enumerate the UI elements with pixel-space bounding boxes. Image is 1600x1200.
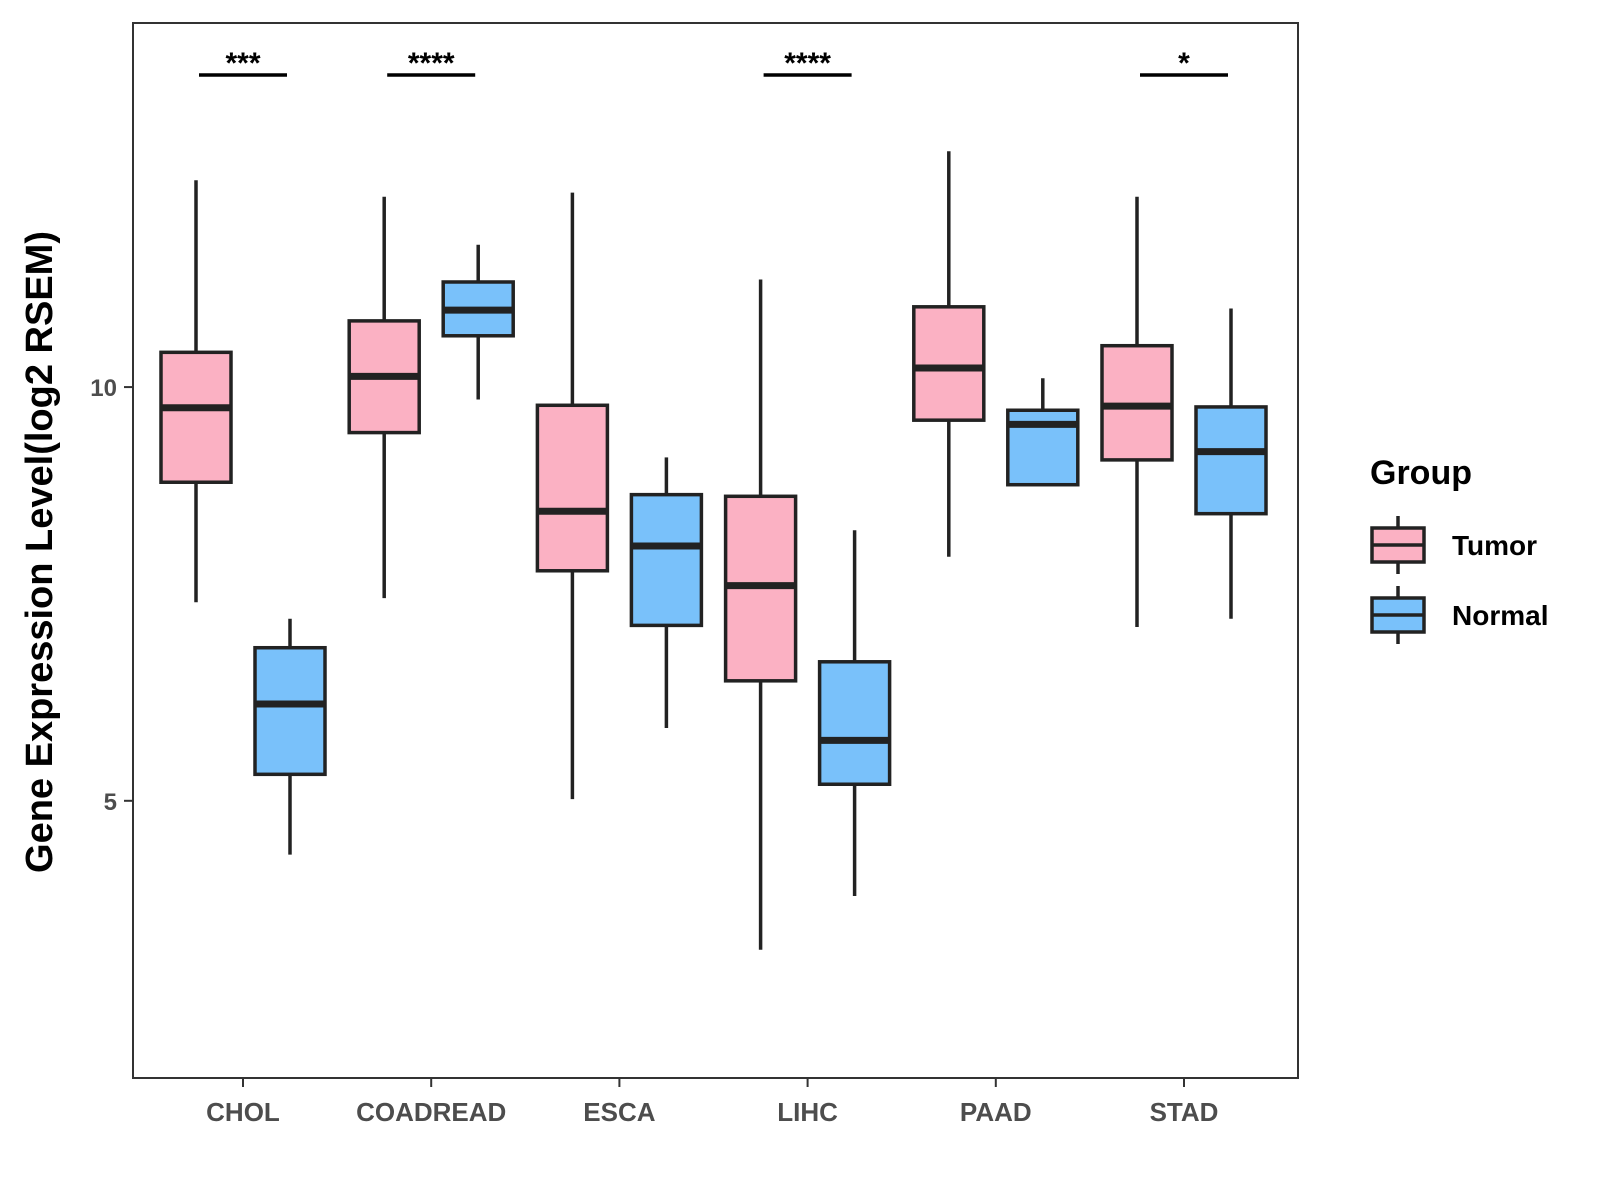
legend: Group Tumor Normal bbox=[1370, 454, 1548, 644]
box-normal-paad bbox=[1006, 408, 1080, 487]
box-body-tumor-chol bbox=[159, 350, 233, 484]
box-tumor-esca bbox=[535, 192, 610, 800]
legend-item-tumor: Tumor bbox=[1370, 516, 1537, 574]
box-tumor-lihc bbox=[723, 279, 798, 950]
x-tick-label-lihc: LIHC bbox=[777, 1097, 838, 1127]
significance-label-coadread: **** bbox=[408, 47, 455, 80]
legend-item-normal: Normal bbox=[1370, 586, 1548, 644]
x-tick-label-esca: ESCA bbox=[583, 1097, 655, 1127]
significance-label-lihc: **** bbox=[784, 47, 831, 80]
significance-label-stad: * bbox=[1178, 47, 1190, 80]
x-tick-label-paad: PAAD bbox=[960, 1097, 1032, 1127]
y-tick-label-5: 5 bbox=[104, 789, 117, 816]
legend-label-normal: Normal bbox=[1452, 600, 1548, 631]
box-normal-esca bbox=[629, 457, 704, 728]
plot-area: *** **** **** * bbox=[159, 47, 1268, 950]
box-body-tumor-esca bbox=[535, 403, 610, 573]
box-tumor-paad bbox=[912, 151, 986, 557]
box-tumor-stad bbox=[1100, 196, 1174, 628]
x-tick-label-stad: STAD bbox=[1150, 1097, 1219, 1127]
box-normal-chol bbox=[253, 618, 327, 855]
panel-border bbox=[132, 22, 1299, 1079]
y-tick-label-10: 10 bbox=[90, 375, 117, 402]
significance-label-chol: *** bbox=[225, 47, 260, 80]
x-tick-label-coadread: COADREAD bbox=[356, 1097, 506, 1127]
axes: 5 10 CHOL COADREAD ESCA LIHC PAAD STAD bbox=[90, 22, 1299, 1127]
box-body-normal-chol bbox=[253, 645, 327, 777]
legend-label-tumor: Tumor bbox=[1452, 530, 1537, 561]
box-normal-lihc bbox=[817, 530, 892, 896]
box-body-normal-esca bbox=[629, 492, 704, 628]
box-body-normal-stad bbox=[1194, 405, 1268, 516]
x-tick-label-chol: CHOL bbox=[206, 1097, 280, 1127]
legend-title: Group bbox=[1370, 454, 1472, 492]
box-tumor-coadread bbox=[347, 196, 421, 599]
box-body-normal-lihc bbox=[817, 660, 892, 787]
y-axis-title: Gene Expression Level(log2 RSEM) bbox=[19, 231, 61, 873]
box-normal-coadread bbox=[441, 244, 515, 400]
box-normal-stad bbox=[1194, 308, 1268, 619]
box-tumor-chol bbox=[159, 180, 233, 603]
box-body-tumor-paad bbox=[912, 305, 986, 422]
